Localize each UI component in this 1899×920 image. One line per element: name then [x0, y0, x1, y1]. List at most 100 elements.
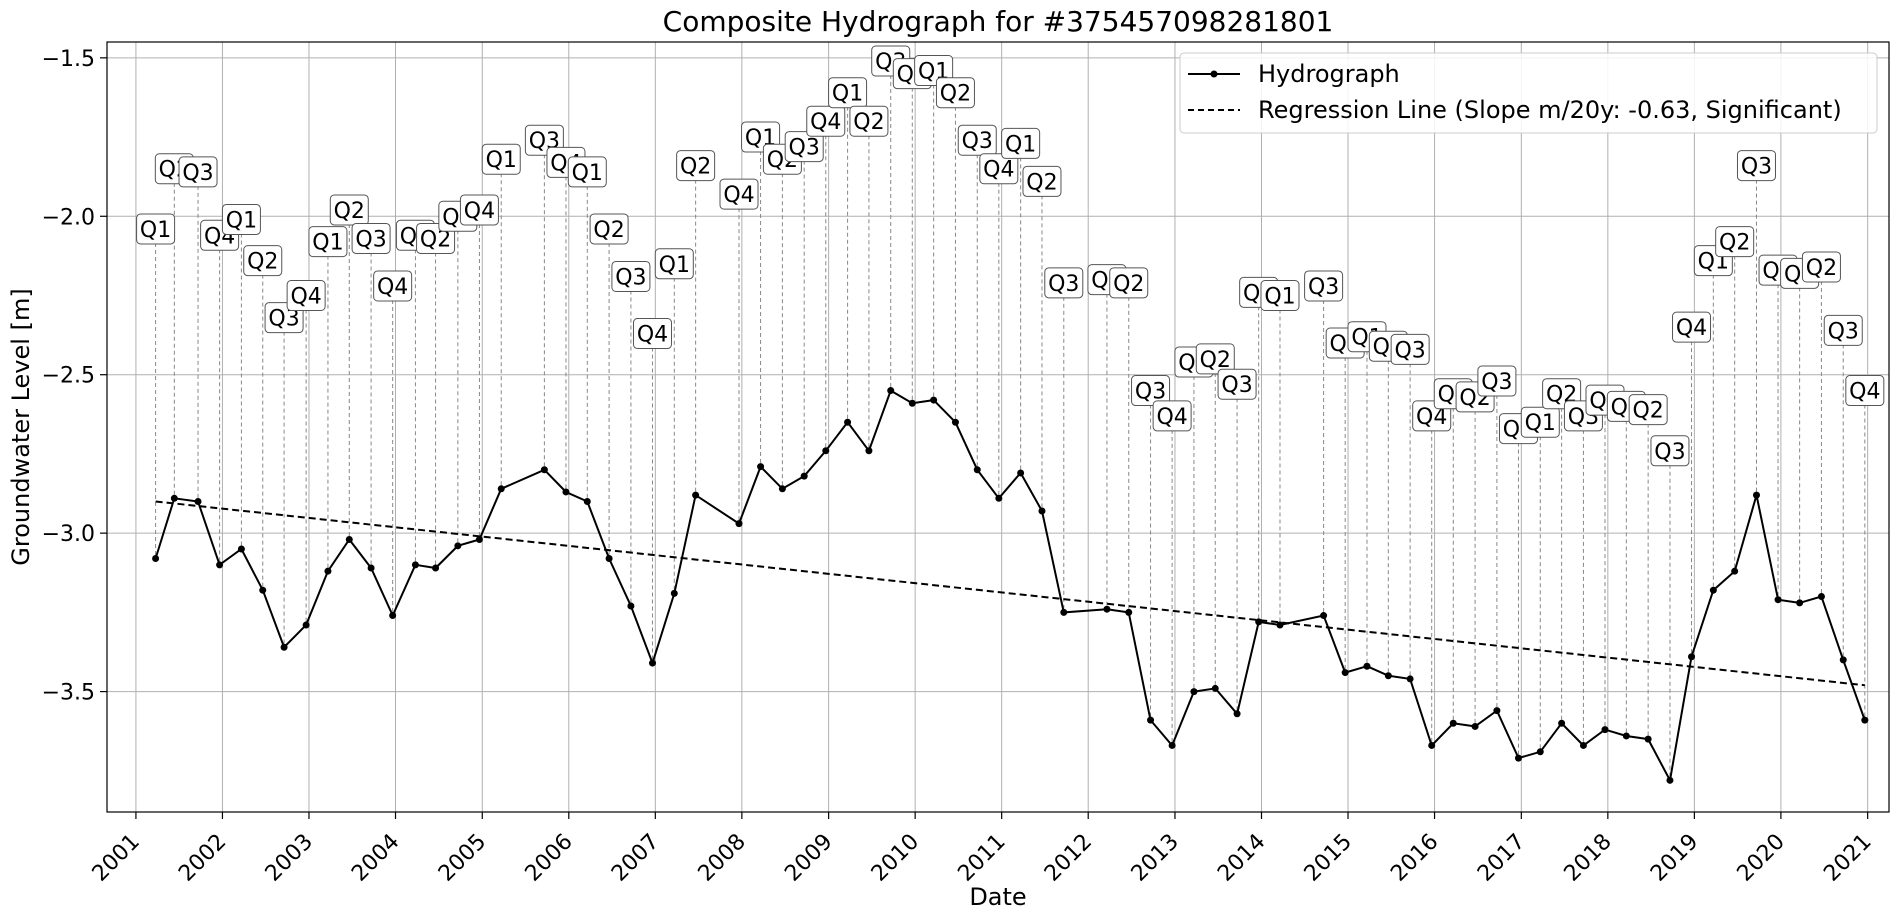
hydrograph-point [844, 418, 852, 426]
quarter-label: Q4 [632, 318, 672, 350]
hydrograph-point [1579, 741, 1587, 749]
quarter-label-box [1477, 365, 1517, 397]
quarter-label-box [1628, 394, 1668, 426]
quarter-label: Q1 [136, 213, 176, 245]
hydrograph-point [1817, 593, 1825, 601]
quarter-label: Q3 [1217, 368, 1257, 400]
quarter-label: Q3 [1304, 270, 1344, 302]
quarter-label-box [1260, 279, 1300, 311]
quarter-label-text: Q4 [377, 275, 408, 300]
quarter-label-text: Q3 [1741, 155, 1772, 180]
hydrograph-point [1233, 710, 1241, 718]
y-tick-label: −3.5 [42, 681, 95, 706]
quarter-label-box [1715, 226, 1755, 258]
legend-hydrograph-marker [1210, 70, 1218, 78]
quarter-label-text: Q1 [659, 253, 690, 278]
hydrograph-point [1060, 608, 1068, 616]
quarter-label-box [1304, 270, 1344, 302]
hydrograph-point [1601, 726, 1609, 734]
quarter-label-box [1650, 435, 1690, 467]
quarter-label-text: Q1 [226, 208, 257, 233]
quarter-label-box [957, 124, 997, 156]
hydrograph-point [822, 447, 830, 455]
hydrograph-point [170, 494, 178, 502]
hydrograph-point [1363, 662, 1371, 670]
quarter-label-text: Q2 [1719, 231, 1750, 256]
quarter-label: Q1 [481, 143, 521, 175]
hydrograph-point [1147, 716, 1155, 724]
quarter-label: Q2 [676, 150, 716, 182]
quarter-label-box [1131, 375, 1171, 407]
quarter-label-text: Q2 [334, 199, 365, 224]
hydrograph-point [887, 387, 895, 395]
hydrograph-point [1211, 684, 1219, 692]
hydrograph-point [259, 586, 267, 594]
quarter-label-box [351, 222, 391, 254]
quarter-label-box [1152, 400, 1192, 432]
quarter-label: Q2 [1109, 267, 1149, 299]
hydrograph-point [648, 659, 656, 667]
chart-title: Composite Hydrograph for #37545709828180… [663, 5, 1334, 38]
quarter-label: Q3 [351, 222, 391, 254]
quarter-label: Q4 [719, 178, 759, 210]
quarter-label-text: Q2 [1113, 272, 1144, 297]
quarter-label: Q2 [1801, 251, 1841, 283]
quarter-label-box [136, 213, 176, 245]
quarter-label: Q3 [1390, 333, 1430, 365]
quarter-label-text: Q1 [486, 148, 517, 173]
quarter-label-text: Q4 [637, 323, 668, 348]
hydrograph-point [1038, 507, 1046, 515]
quarter-label-text: Q1 [140, 218, 171, 243]
hydrograph-point [951, 418, 959, 426]
quarter-label-box [1520, 406, 1560, 438]
hydrograph-point [1666, 776, 1674, 784]
hydrograph-point [216, 561, 224, 569]
quarter-label: Q2 [1715, 226, 1755, 258]
hydrograph-point [735, 520, 743, 528]
hydrograph-point [1320, 612, 1328, 620]
hydrograph-point [1428, 741, 1436, 749]
quarter-label: Q2 [329, 194, 369, 226]
quarter-label: Q1 [308, 226, 348, 258]
hydrograph-point [865, 447, 873, 455]
hydrograph-point [411, 561, 419, 569]
hydrograph-point [1536, 748, 1544, 756]
hydrograph-point [454, 542, 462, 550]
quarter-label-box [1195, 343, 1235, 375]
quarter-label-box [1390, 333, 1430, 365]
hydrograph-point [1688, 653, 1696, 661]
quarter-label-text: Q3 [789, 136, 820, 161]
quarter-label-text: Q3 [1221, 373, 1252, 398]
quarter-label: Q1 [221, 203, 261, 235]
quarter-label: Q2 [1022, 165, 1062, 197]
quarter-label-box [719, 178, 759, 210]
quarter-label: Q1 [1520, 406, 1560, 438]
quarter-labels: Q1Q2Q3Q4Q1Q2Q3Q4Q1Q2Q3Q4Q1Q2Q3Q4Q1Q3Q4Q1… [136, 45, 1885, 467]
quarter-label-box [589, 213, 629, 245]
quarter-label-text: Q1 [832, 82, 863, 107]
quarter-label-text: Q1 [572, 161, 603, 186]
quarter-label: Q3 [1044, 267, 1084, 299]
quarter-label: Q4 [1845, 375, 1885, 407]
hydrograph-point [1493, 707, 1501, 715]
quarter-label: Q4 [1672, 311, 1712, 343]
hydrograph-point [1774, 596, 1782, 604]
hydrograph-point [1622, 732, 1630, 740]
quarter-label: Q2 [935, 77, 975, 109]
quarter-label-text: Q3 [1135, 380, 1166, 405]
quarter-label-box [784, 131, 824, 163]
quarter-label-box [1109, 267, 1149, 299]
quarter-label: Q4 [459, 194, 499, 226]
hydrograph-point [757, 463, 765, 471]
quarter-label-box [1845, 375, 1885, 407]
quarter-label: Q2 [243, 245, 283, 277]
quarter-label-text: Q3 [615, 265, 646, 290]
hydrograph-point [605, 555, 613, 563]
hydrograph-point [930, 396, 938, 404]
y-axis-title: Groundwater Level [m] [7, 288, 35, 565]
hydrograph-point [778, 485, 786, 493]
quarter-label: Q2 [1455, 381, 1495, 413]
quarter-label: Q2 [849, 105, 889, 137]
legend-hydrograph-label: Hydrograph [1258, 60, 1400, 88]
quarter-label-box [329, 194, 369, 226]
